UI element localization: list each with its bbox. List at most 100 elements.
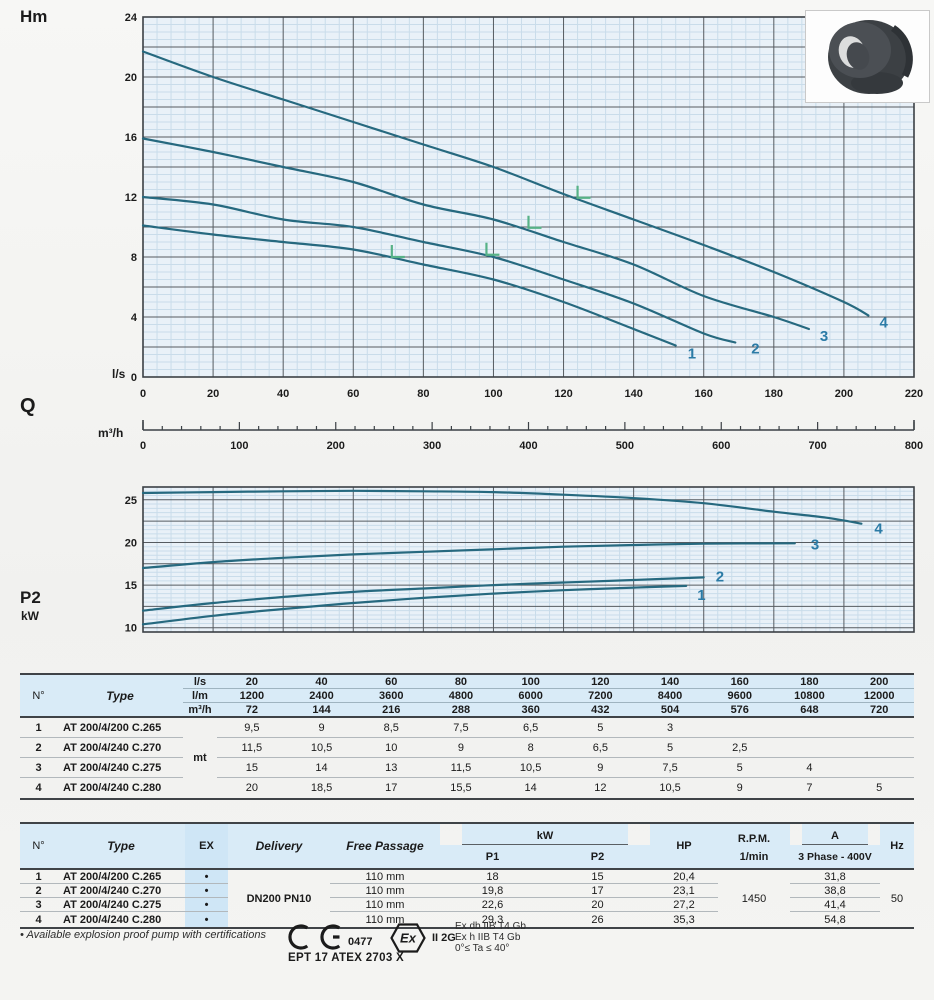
explosion-proof-note: • Available explosion proof pump with ce…	[20, 929, 266, 941]
t2-p1-value: 19,8	[440, 884, 545, 898]
t1-head-value	[774, 738, 845, 758]
t1-flow-value: 2400	[286, 689, 357, 703]
t1-flow-value: 12000	[844, 689, 914, 703]
svg-text:10: 10	[125, 623, 137, 635]
y-axis-unit-kw: kW	[21, 609, 39, 623]
specification-table: N° Type EX Delivery Free Passage kW P1 P2 HP R.P.…	[20, 822, 914, 929]
t1-head-value	[844, 738, 914, 758]
svg-text:0: 0	[131, 372, 137, 384]
t1-flow-value: 9600	[704, 689, 775, 703]
t1-flow-value: 6000	[495, 689, 566, 703]
t2-free-passage-value: 110 mm	[330, 870, 440, 884]
t1-head-value: 5	[565, 718, 636, 738]
svg-text:100: 100	[230, 440, 248, 452]
t1-head-value	[704, 718, 775, 738]
svg-text:16: 16	[125, 132, 137, 144]
t1-row-type: AT 200/4/240 C.280	[63, 782, 162, 794]
t1-flow-value: 140	[635, 675, 705, 689]
t1-head-value: 9	[736, 782, 743, 794]
t1-flow-unit: l/m	[183, 689, 217, 703]
t1-mt-label: mt	[193, 752, 207, 764]
svg-text:2: 2	[716, 568, 724, 585]
t2-delivery-value: DN200 PN10	[246, 892, 312, 905]
t2-header-rpm: R.P.M.	[718, 824, 790, 845]
t2-a-value: 31,8	[790, 870, 880, 884]
t2-header-rpm-unit: 1/min	[718, 845, 790, 870]
t1-flow-unit: l/s	[183, 675, 217, 689]
t1-flow-value: 100	[495, 675, 566, 689]
t2-ex-dot: •	[185, 912, 228, 927]
atex-cert-lines: Ex db IIB T4 Gb Ex h IIB T4 Gb 0°≤ Ta ≤ …	[455, 921, 526, 954]
t1-flow-value: 720	[844, 703, 914, 718]
svg-text:0: 0	[140, 388, 146, 400]
t1-flow-value: 160	[704, 675, 775, 689]
t1-header-n: N°	[20, 675, 57, 718]
ce-number: 0477	[348, 936, 373, 948]
performance-table: N° Type l/s 20 40 60 80 100 120 140 160 180 200 l/m 12…	[20, 673, 914, 800]
t2-hp-value: 35,3	[673, 913, 695, 926]
t1-row-type: AT 200/4/240 C.275	[57, 758, 183, 778]
t2-header-hz: Hz	[880, 824, 914, 870]
t1-head-value: 5	[876, 782, 883, 794]
x-axis-unit-m3h: m³/h	[98, 426, 124, 440]
t1-row-type: AT 200/4/240 C.270	[57, 738, 183, 758]
ce-certification: 0477 EPT 17 ATEX 2703 X	[288, 924, 404, 964]
t2-header-n: N°	[20, 824, 57, 870]
t2-row-type: AT 200/4/240 C.270	[57, 884, 185, 898]
t2-hz-value: 50	[890, 892, 904, 905]
atex-certificate-number: EPT 17 ATEX 2703 X	[288, 952, 404, 964]
svg-text:60: 60	[347, 388, 359, 400]
t1-row-number: 4	[35, 782, 42, 794]
t2-header-p1: P1	[440, 845, 545, 870]
t1-head-value	[844, 718, 914, 738]
t2-free-passage-value: 110 mm	[365, 913, 405, 926]
svg-text:20: 20	[125, 72, 137, 84]
t1-head-value: 11,5	[217, 738, 287, 758]
t1-row-number: 3	[20, 758, 57, 778]
t2-free-passage-value: 110 mm	[330, 898, 440, 912]
t1-flow-value: 40	[286, 675, 357, 689]
y-axis-title-hm: Hm	[20, 7, 48, 26]
t1-head-value	[844, 758, 914, 778]
svg-text:700: 700	[808, 440, 826, 452]
t1-head-value: 10,5	[286, 738, 357, 758]
t2-p1-value: 22,6	[440, 898, 545, 912]
t2-row-type: AT 200/4/240 C.280	[63, 913, 162, 926]
svg-text:200: 200	[327, 440, 345, 452]
t1-head-value: 9	[565, 758, 636, 778]
svg-text:8: 8	[131, 252, 137, 264]
t1-head-value: 5	[635, 738, 705, 758]
t1-head-value: 15,5	[450, 782, 472, 794]
t1-head-value	[774, 718, 845, 738]
t1-head-value: 12	[594, 782, 607, 794]
t1-head-value: 5	[704, 758, 775, 778]
t2-free-passage-value: 110 mm	[330, 884, 440, 898]
t1-head-value: 7	[806, 782, 813, 794]
svg-text:Ex: Ex	[400, 931, 417, 946]
t2-row-type: AT 200/4/200 C.265	[57, 870, 185, 884]
t2-hp-value: 20,4	[650, 870, 718, 884]
svg-text:80: 80	[417, 388, 429, 400]
t1-flow-value: 648	[774, 703, 845, 718]
svg-text:100: 100	[484, 388, 502, 400]
t1-flow-value: 504	[635, 703, 705, 718]
t1-head-value: 8,5	[356, 718, 427, 738]
svg-text:1: 1	[688, 346, 696, 363]
t1-flow-value: 4800	[426, 689, 496, 703]
y-axis-title-p2: P2	[20, 588, 41, 607]
t1-flow-value: 144	[286, 703, 357, 718]
t2-header-hp: HP	[650, 824, 718, 870]
t2-a-value: 38,8	[790, 884, 880, 898]
t2-p2-value: 20	[545, 898, 650, 912]
t2-row-number: 1	[20, 870, 57, 884]
t2-hp-value: 27,2	[650, 898, 718, 912]
t1-flow-unit: m³/h	[183, 703, 217, 718]
svg-text:800: 800	[905, 440, 923, 452]
cert-line: Ex db IIB T4 Gb	[455, 921, 526, 932]
t1-flow-value: 7200	[565, 689, 636, 703]
t1-head-value: 13	[356, 758, 427, 778]
svg-text:500: 500	[616, 440, 634, 452]
t2-ex-dot: •	[185, 898, 228, 912]
t1-row-number: 2	[20, 738, 57, 758]
t1-head-value: 9	[426, 738, 496, 758]
